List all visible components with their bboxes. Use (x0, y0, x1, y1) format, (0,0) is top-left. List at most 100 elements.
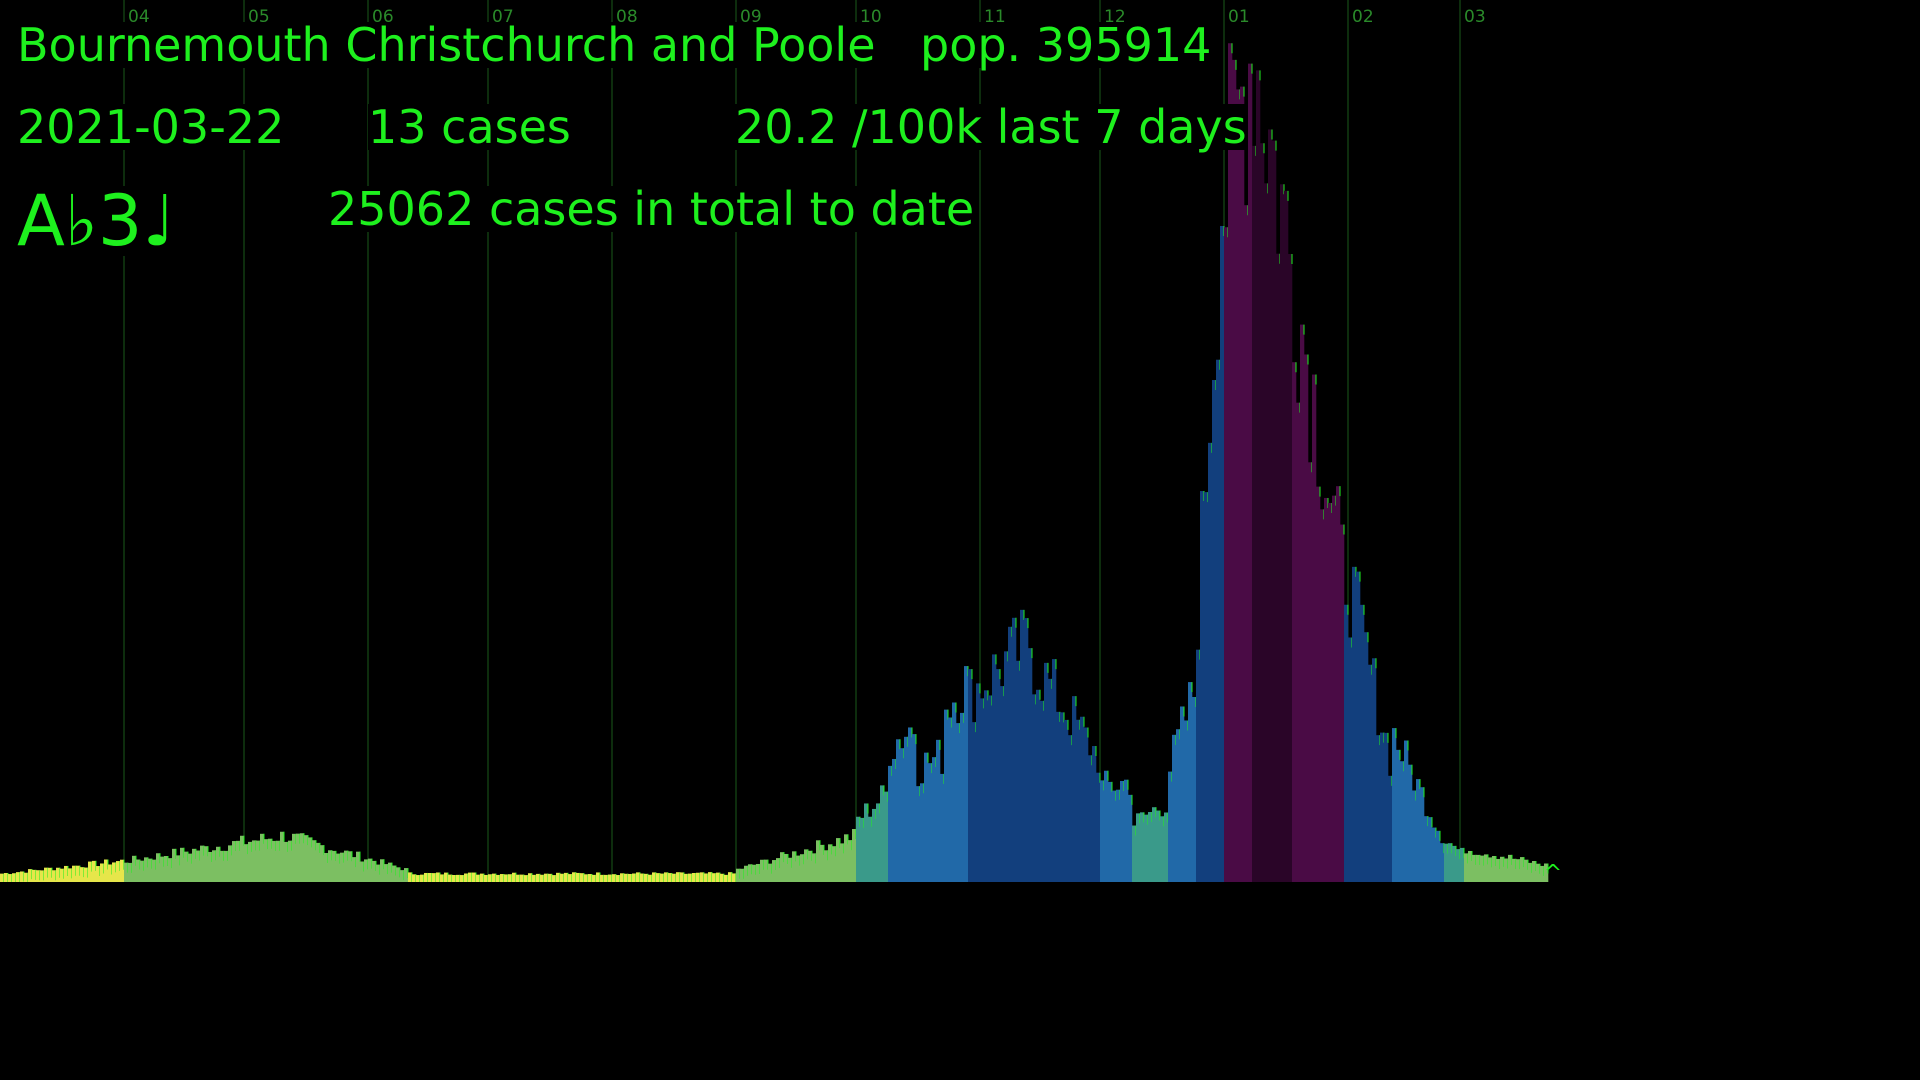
daily-bar (48, 867, 53, 882)
daily-bar (100, 863, 105, 882)
daily-bar (1312, 374, 1317, 882)
daily-bar (984, 690, 989, 882)
daily-bar (932, 757, 937, 882)
tick-label-02: 02 (1352, 7, 1374, 27)
daily-bar (264, 839, 269, 882)
daily-bar (1152, 807, 1157, 882)
daily-bar (1300, 324, 1305, 882)
daily-bar (428, 873, 433, 882)
daily-bar (880, 785, 885, 882)
daily-bar (1344, 604, 1349, 882)
daily-bar (1372, 658, 1377, 882)
daily-bar (1396, 749, 1401, 882)
daily-bar (600, 874, 605, 882)
daily-bar (92, 860, 97, 882)
daily-bar (284, 841, 289, 882)
daily-bar (820, 844, 825, 882)
daily-bar (232, 841, 237, 882)
daily-cases: 13 cases (368, 100, 571, 154)
daily-bar (780, 852, 785, 882)
daily-bar (1532, 861, 1537, 882)
daily-bar (72, 865, 77, 882)
daily-bar (164, 856, 169, 882)
daily-bar (660, 873, 665, 882)
daily-bar (1400, 761, 1405, 882)
daily-bar (396, 867, 401, 882)
daily-bar (776, 858, 781, 882)
case-chart: 04 05 06 07 08 09 10 11 12 01 02 03 ^ (0, 0, 1562, 882)
daily-bar (1156, 810, 1161, 882)
daily-bar (888, 765, 893, 882)
daily-bar (680, 872, 685, 882)
daily-bar (1220, 225, 1225, 882)
daily-bar (440, 874, 445, 882)
daily-bar (728, 872, 733, 882)
daily-bar (1320, 509, 1325, 882)
daily-bar (1512, 858, 1517, 882)
daily-bar (1464, 853, 1469, 882)
daily-bar (1228, 43, 1233, 882)
daily-bar (552, 875, 557, 882)
daily-bar (1140, 812, 1145, 882)
daily-bar (1360, 604, 1365, 882)
daily-bar (1196, 649, 1201, 882)
daily-bar (444, 872, 449, 882)
daily-bar (1424, 816, 1429, 882)
daily-bar (640, 873, 645, 882)
daily-bar (244, 844, 249, 882)
daily-bar (544, 873, 549, 882)
daily-bar (1520, 857, 1525, 882)
daily-bar (1340, 524, 1345, 882)
daily-bar (1020, 609, 1025, 882)
daily-bar (24, 872, 29, 882)
daily-bar (160, 856, 165, 882)
daily-bar (636, 872, 641, 882)
daily-bar (76, 865, 81, 882)
daily-bar (584, 874, 589, 882)
daily-bar (212, 850, 217, 882)
daily-bar (620, 873, 625, 882)
daily-bar (1304, 354, 1309, 882)
daily-bar (1348, 637, 1353, 882)
daily-bar (856, 816, 861, 882)
daily-bar (616, 875, 621, 882)
daily-bar (1048, 678, 1053, 882)
daily-bar (1280, 184, 1285, 882)
daily-bar (420, 874, 425, 882)
daily-bar (316, 842, 321, 882)
daily-bar (12, 873, 17, 882)
daily-bar (840, 843, 845, 882)
daily-bar (1004, 651, 1009, 882)
daily-bar (496, 874, 501, 882)
daily-bar (1240, 86, 1245, 882)
daily-bar (532, 874, 537, 882)
daily-bar (1432, 827, 1437, 882)
daily-bar (936, 739, 941, 882)
daily-bar (960, 712, 965, 882)
daily-bar (696, 872, 701, 882)
daily-bar (624, 873, 629, 882)
daily-bar (596, 872, 601, 882)
daily-bar (416, 875, 421, 882)
daily-bar (184, 851, 189, 882)
daily-bar (68, 868, 73, 882)
daily-bar (224, 850, 229, 882)
daily-bar (188, 853, 193, 882)
daily-bar (980, 698, 985, 882)
population: pop. 395914 (920, 18, 1212, 72)
daily-bar (904, 736, 909, 882)
daily-bar (964, 666, 969, 882)
daily-bar (1116, 789, 1121, 882)
daily-bar (1408, 764, 1413, 882)
daily-bar (1420, 787, 1425, 882)
daily-bar (448, 874, 453, 882)
daily-bar (328, 850, 333, 882)
daily-bar (1124, 779, 1129, 882)
daily-bar (84, 867, 89, 882)
daily-bar (1328, 502, 1333, 882)
daily-bar (1076, 719, 1081, 882)
daily-bar (1488, 857, 1493, 882)
daily-bar (140, 860, 145, 882)
daily-bar (1288, 253, 1293, 882)
daily-bar (504, 874, 509, 882)
